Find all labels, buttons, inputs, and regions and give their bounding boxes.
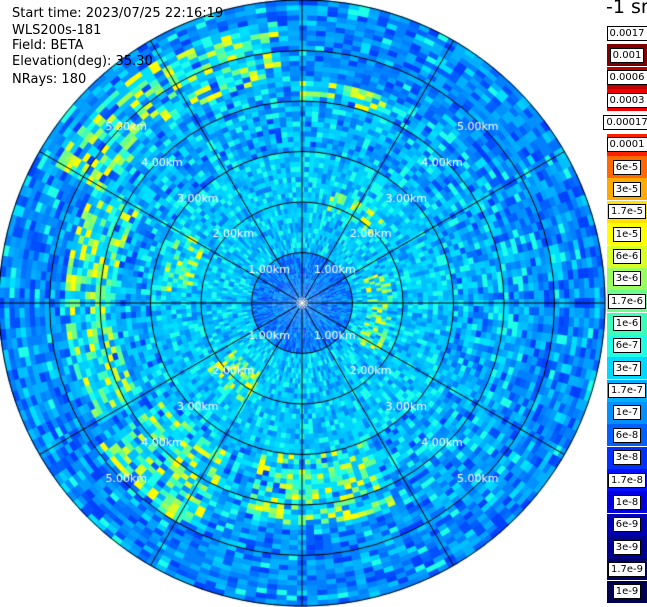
colorbar-label: 6e-7 xyxy=(612,338,642,354)
colorbar-swatch: 1.7e-5 xyxy=(607,200,647,223)
colorbar-label: 3e-8 xyxy=(612,450,642,466)
colorbar-label: 0.0001 xyxy=(606,137,647,153)
colorbar-label: 1e-9 xyxy=(612,584,642,600)
colorbar-swatch: 3e-8 xyxy=(607,446,647,469)
colorbar-swatch: 3e-6 xyxy=(607,267,647,290)
colorbar-swatch: 0.0006 xyxy=(606,66,647,89)
colorbar-label: 6e-5 xyxy=(612,159,642,175)
colorbar-label: 0.0003 xyxy=(606,92,647,108)
field-text: Field: BETA xyxy=(12,38,84,53)
colorbar-swatch: 0.0001 xyxy=(606,133,647,156)
colorbar-swatch: 1.7e-9 xyxy=(607,558,647,581)
colorbar-label: 3e-6 xyxy=(612,271,642,287)
nrays-text: NRays: 180 xyxy=(12,72,87,87)
colorbar-swatch: 1e-9 xyxy=(607,580,647,603)
colorbar-swatch: 1e-5 xyxy=(607,223,647,246)
start-time-text: Start time: 2023/07/25 22:16:19 xyxy=(12,6,224,21)
colorbar-swatch: 1e-7 xyxy=(607,401,647,424)
colorbar-label: 1e-5 xyxy=(612,226,642,242)
colorbar-label: 1.7e-7 xyxy=(607,383,647,399)
colorbar-swatch: 3e-9 xyxy=(607,536,647,559)
colorbar-swatch: 1.7e-8 xyxy=(607,469,647,491)
colorbar-label: 0.001 xyxy=(609,47,645,63)
colorbar-swatch: 1.7e-7 xyxy=(607,379,647,402)
colorbar-label: 6e-6 xyxy=(612,249,642,264)
colorbar-swatch: 0.0017 xyxy=(606,22,647,44)
colorbar-label: 1.7e-9 xyxy=(607,561,647,577)
colorbar-label: 0.0006 xyxy=(606,70,647,86)
colorbar-label: 1.7e-5 xyxy=(607,204,647,220)
colorbar-swatch: 6e-5 xyxy=(607,156,647,179)
colorbar-label: 1.7e-8 xyxy=(607,472,647,488)
colorbar-swatch: 3e-7 xyxy=(607,357,647,380)
colorbar-swatch: 3e-5 xyxy=(607,178,647,201)
colorbar-swatch: 0.00017 xyxy=(603,111,647,134)
colorbar-label: 1e-6 xyxy=(612,316,642,332)
colorbar-swatch: 6e-6 xyxy=(607,245,647,268)
colorbar-label: 6e-9 xyxy=(612,517,642,533)
colorbar-label: 0.00017 xyxy=(603,114,647,130)
instrument-text: WLS200s-181 xyxy=(12,23,102,38)
colorbar-swatch: 6e-9 xyxy=(607,513,647,536)
colorbar-label: 0.0017 xyxy=(606,25,647,41)
colorbar-swatch: 6e-8 xyxy=(607,424,647,447)
colorbar-swatch: 6e-7 xyxy=(607,334,647,357)
colorbar-label: 1e-7 xyxy=(612,405,642,421)
colorbar-swatch: 0.001 xyxy=(607,44,647,67)
colorbar-label: 3e-9 xyxy=(612,539,642,555)
colorbar-swatch: 1e-8 xyxy=(607,491,647,514)
colorbar-swatch: 1e-6 xyxy=(607,312,647,335)
colorbar-label: 1.7e-6 xyxy=(607,293,647,309)
colorbar-label: 3e-7 xyxy=(612,360,642,376)
colorbar-label: 6e-8 xyxy=(612,427,642,443)
colorbar-swatch: 1.7e-6 xyxy=(607,290,647,313)
colorbar-title: -1 sr xyxy=(606,0,647,18)
elevation-text: Elevation(deg): 35.30 xyxy=(12,54,153,69)
colorbar-label: 3e-5 xyxy=(612,181,642,197)
colorbar-label: 1e-8 xyxy=(612,494,642,510)
colorbar-swatch: 0.0003 xyxy=(606,89,647,112)
